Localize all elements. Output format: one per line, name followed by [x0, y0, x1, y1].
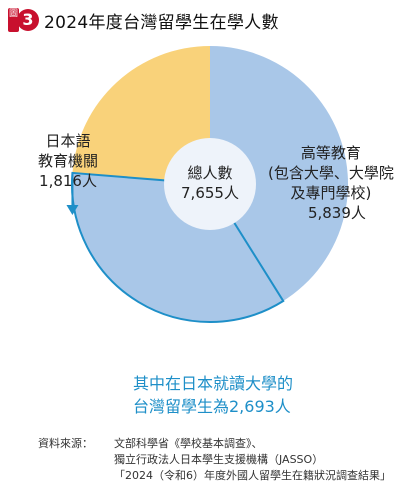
figure-badge-number: 3 — [17, 9, 39, 31]
highlight-callout: 其中在日本就讀大學的 台灣留學生為2,693人 — [133, 372, 293, 418]
total-label: 總人數 — [187, 164, 233, 182]
callout-arrowhead — [66, 204, 79, 215]
slice-name-line: 及專門學校) — [290, 184, 372, 202]
callout-line: 台灣留學生為2,693人 — [133, 397, 291, 416]
slice-value: 1,816人 — [39, 172, 97, 190]
center-disc — [164, 138, 256, 230]
source-head: 資料來源： — [38, 437, 93, 450]
source-line: 「2024（令和6）年度外國人留學生在籍狀況調查結果」 — [114, 469, 391, 482]
callout-line: 其中在日本就讀大學的 — [133, 374, 294, 393]
chart-title: 2024年度台灣留學生在學人數 — [44, 13, 279, 33]
pie-center-label: 總人數 7,655人 — [152, 163, 268, 203]
pie-slice — [72, 46, 210, 184]
slice-value: 5,839人 — [307, 204, 366, 222]
slice-name-line: 教育機關 — [38, 152, 99, 170]
slice-label-japanese-language-school: 日本語 教育機關 1,816人 — [38, 131, 98, 191]
slice-name-line: 高等教育 — [300, 144, 361, 162]
slice-name-line: (包含大學、大學院 — [268, 164, 394, 182]
source-note: 資料來源： 文部科學省《學校基本調查》、 獨立行政法人日本學生支援機構（JASS… — [38, 436, 391, 484]
source-line: 文部科學省《學校基本調查》、 — [114, 437, 263, 450]
slice-label-higher-education: 高等教育 (包含大學、大學院 及專門學校) 5,839人 — [268, 143, 394, 223]
source-line: 獨立行政法人日本學生支援機構（JASSO） — [114, 453, 324, 466]
figure-number-badge: 圖 3 — [8, 6, 39, 36]
figure-badge-char: 圖 — [8, 8, 19, 32]
slice-name-line: 日本語 — [45, 132, 91, 150]
total-value: 7,655人 — [181, 184, 239, 202]
